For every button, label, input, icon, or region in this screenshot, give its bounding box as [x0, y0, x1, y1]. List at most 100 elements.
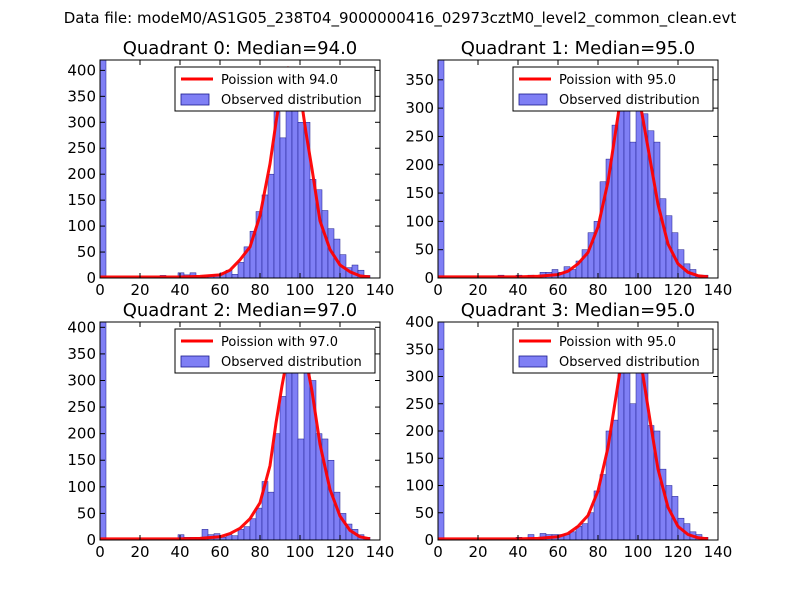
x-tick-label: 60: [548, 281, 567, 299]
x-tick-label: 140: [704, 543, 733, 561]
y-tick-label: 50: [415, 241, 434, 259]
y-tick-label: 400: [67, 61, 96, 79]
y-tick-label: 200: [405, 156, 434, 174]
y-tick-label: 100: [67, 217, 96, 235]
x-tick-label: 120: [664, 281, 693, 299]
x-tick-label: 120: [326, 543, 355, 561]
x-tick-label: 20: [130, 543, 149, 561]
quadrant-0-title: Quadrant 0: Median=94.0: [123, 38, 358, 59]
y-tick-label: 200: [67, 165, 96, 183]
quadrant-1-plot: Quadrant 1: Median=95.0 0 20 40 60 80 100 120 14…: [405, 38, 732, 299]
legend-label-observed: Observed distribution: [221, 93, 362, 108]
histogram-bar: [255, 507, 263, 541]
y-tick-label: 200: [405, 422, 434, 440]
x-tick-label: 100: [624, 281, 653, 299]
histogram-bar: [291, 364, 299, 541]
y-tick-label: 250: [67, 398, 96, 416]
histogram-bar: [243, 526, 251, 541]
legend-label-observed: Observed distribution: [559, 93, 700, 108]
legend-bar-swatch: [518, 355, 548, 368]
y-tick-label: 350: [67, 87, 96, 105]
x-tick-label: 100: [624, 543, 653, 561]
legend-label-observed: Observed distribution: [559, 355, 700, 370]
y-tick-label: 0: [86, 269, 96, 287]
x-tick-label: 40: [170, 543, 189, 561]
y-tick-label: 50: [77, 243, 96, 261]
quadrant-0-legend: Poission with 94.0 Observed distribution: [174, 66, 376, 112]
y-tick-label: 300: [405, 368, 434, 386]
x-tick-label: 100: [286, 543, 315, 561]
quadrant-3-title: Quadrant 3: Median=95.0: [461, 300, 696, 321]
y-tick-label: 50: [415, 504, 434, 522]
y-tick-label: 0: [424, 531, 434, 549]
legend-label-poisson: Poission with 94.0: [221, 73, 338, 88]
x-tick-label: 40: [170, 281, 189, 299]
histogram-bar: [629, 141, 637, 279]
y-tick-label: 0: [424, 269, 434, 287]
histogram-bar: [297, 438, 305, 541]
y-tick-label: 350: [67, 345, 96, 363]
x-tick-label: 140: [704, 281, 733, 299]
x-tick-label: 120: [326, 281, 355, 299]
y-tick-label: 250: [67, 139, 96, 157]
legend-label-observed: Observed distribution: [221, 355, 362, 370]
x-tick-label: 80: [250, 281, 269, 299]
y-tick-label: 150: [67, 191, 96, 209]
histogram-bar: [617, 102, 625, 279]
quadrant-1-legend: Poission with 95.0 Observed distribution: [512, 66, 714, 112]
y-tick-label: 100: [405, 212, 434, 230]
y-tick-label: 150: [405, 449, 434, 467]
legend-bar-swatch: [180, 93, 210, 106]
x-tick-label: 80: [588, 543, 607, 561]
histogram-bar: [291, 96, 299, 279]
histogram-bar: [611, 419, 619, 541]
x-tick-label: 100: [286, 281, 315, 299]
legend-bar-swatch: [518, 93, 548, 106]
quadrant-1-title: Quadrant 1: Median=95.0: [461, 38, 696, 59]
histogram-bar: [629, 403, 637, 541]
legend-bar-swatch: [180, 355, 210, 368]
y-tick-label: 350: [405, 71, 434, 89]
y-tick-label: 150: [405, 184, 434, 202]
quadrant-2-plot: Quadrant 2: Median=97.0 0 20 40 60 80 100 120 14…: [67, 300, 394, 561]
y-tick-label: 100: [405, 477, 434, 495]
histogram-bar: [231, 535, 239, 541]
y-tick-label: 400: [405, 313, 434, 331]
histogram-bar: [437, 59, 445, 279]
quadrant-3-plot: Quadrant 3: Median=95.0 0 20 40 60 80 100 120 14…: [405, 300, 732, 561]
histogram-bar: [99, 321, 107, 541]
x-tick-label: 40: [508, 281, 527, 299]
histogram-bar: [285, 90, 293, 279]
histogram-bar: [285, 348, 293, 541]
quadrant-0-axes-frame: [99, 59, 381, 279]
histogram-bar: [635, 90, 643, 279]
y-tick-label: 350: [405, 340, 434, 358]
y-tick-label: 50: [77, 504, 96, 522]
x-tick-label: 0: [95, 281, 105, 299]
x-tick-label: 140: [366, 543, 395, 561]
histogram-bar: [99, 59, 107, 279]
quadrant-0-plot: Quadrant 0: Median=94.0 0 20 40 60 80 100 120 14…: [67, 38, 394, 299]
y-tick-label: 300: [405, 99, 434, 117]
y-tick-label: 300: [67, 113, 96, 131]
histogram-bar: [267, 491, 275, 541]
x-tick-label: 20: [130, 281, 149, 299]
y-tick-label: 300: [67, 371, 96, 389]
histogram-bar: [237, 262, 245, 279]
y-tick-label: 150: [67, 451, 96, 469]
x-tick-label: 60: [210, 281, 229, 299]
x-tick-label: 0: [433, 543, 443, 561]
x-tick-label: 140: [366, 281, 395, 299]
suptitle: Data file: modeM0/AS1G05_238T04_90000004…: [64, 9, 737, 28]
histogram-bar: [273, 433, 281, 541]
x-tick-label: 60: [548, 543, 567, 561]
quadrant-2-title: Quadrant 2: Median=97.0: [123, 300, 358, 321]
histogram-bar: [297, 122, 305, 279]
x-tick-label: 80: [250, 543, 269, 561]
y-tick-label: 0: [86, 531, 96, 549]
histogram-bar: [635, 349, 643, 541]
quadrant-2-axes-frame: [99, 321, 381, 541]
x-tick-label: 0: [95, 543, 105, 561]
histogram-bar: [587, 512, 595, 541]
histogram-bar: [617, 370, 625, 541]
